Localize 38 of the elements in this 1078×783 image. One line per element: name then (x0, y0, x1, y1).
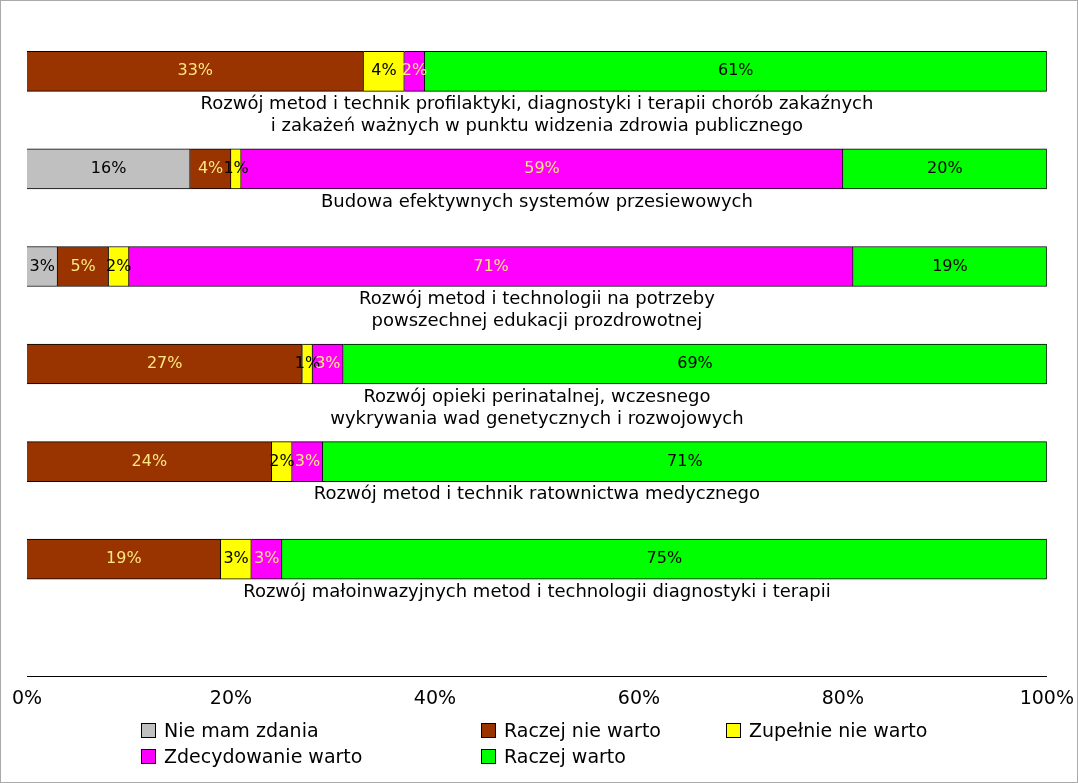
x-tick-label: 20% (209, 685, 253, 708)
x-tick-label: 80% (821, 685, 864, 708)
y-tick-label: Budowa efektywnych systemów przesiewowych (321, 189, 753, 211)
data-label: 19% (106, 548, 142, 568)
data-label: 71% (473, 255, 509, 275)
data-label: 3% (223, 548, 249, 568)
data-label: 61% (718, 60, 754, 80)
data-label: 27% (146, 353, 183, 373)
y-tick-label: Rozwój małoinwazyjnych metod i technologii diagnostyki i terapii (243, 579, 831, 601)
legend-label: Raczej nie warto (504, 719, 661, 741)
data-label: 59% (524, 158, 560, 178)
data-label: 4% (197, 158, 224, 178)
data-label: 71% (667, 450, 703, 470)
x-tick-label: 100% (1019, 685, 1074, 708)
x-tick-label: 0% (11, 685, 43, 708)
y-tick-label: Rozwój metod i technik profilaktyki, diagnostyki i terapii chorób zakaźnych i zakażeń ważnych w punktu widzenia zdrowia publicznego (200, 92, 874, 136)
x-tick-label: 60% (617, 685, 661, 708)
legend-label: Zdecydowanie warto (164, 745, 363, 767)
y-tick-label: Rozwój opieki perinatalnej, wczesnego wykrywania wad genetycznych i rozwojowych (330, 384, 744, 428)
data-label: 5% (70, 255, 96, 275)
x-tick-label: 40% (413, 685, 457, 708)
data-label: 69% (677, 353, 713, 373)
data-label: 33% (177, 60, 214, 80)
legend-label: Raczej warto (504, 745, 626, 767)
y-tick-label: Rozwój metod i technik ratownictwa medycznego (313, 482, 761, 504)
legend-label: Nie mam zdania (164, 719, 319, 741)
data-label: 1% (223, 158, 249, 178)
data-label: 16% (90, 158, 127, 178)
data-label: 3% (29, 255, 55, 275)
data-label: 19% (932, 255, 968, 275)
data-label: 4% (371, 60, 397, 80)
data-label: 24% (131, 450, 168, 470)
data-label: 75% (646, 548, 683, 568)
data-label: 20% (927, 158, 963, 178)
data-label: 3% (253, 548, 280, 568)
legend-label: Zupełnie nie warto (749, 719, 928, 741)
data-label: 3% (294, 450, 321, 470)
y-tick-label: Rozwój metod i technologii na potrzeby powszechnej edukacji prozdrowotnej (359, 287, 716, 331)
